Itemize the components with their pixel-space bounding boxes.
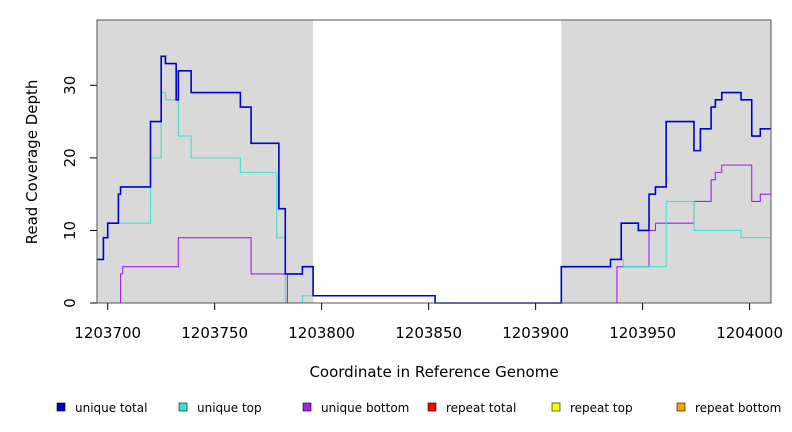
legend-label-repeat-total: repeat total: [446, 401, 516, 415]
legend-swatch-unique-bottom: [302, 402, 312, 412]
legend-label-unique-top: unique top: [197, 401, 262, 415]
x-tick-label: 1203800: [288, 324, 355, 342]
legend-label-unique-bottom: unique bottom: [321, 401, 409, 415]
legend-label-repeat-top: repeat top: [570, 401, 633, 415]
x-axis-title: Coordinate in Reference Genome: [309, 363, 558, 381]
legend-swatch-repeat-top: [551, 402, 561, 412]
legend-swatch-unique-total: [56, 402, 66, 412]
shaded-regions: [97, 20, 771, 303]
plot-frame: [96, 19, 772, 304]
x-axis: 1203700 1203750 1203800 1203850 1203900 12039…: [74, 303, 783, 342]
legend-label-unique-total: unique total: [75, 401, 147, 415]
x-tick-label: 1204000: [716, 324, 783, 342]
legend: unique total unique top unique bottom repea…: [56, 401, 781, 415]
x-tick-label: 1203850: [395, 324, 462, 342]
legend-swatch-repeat-total: [427, 402, 437, 412]
legend-swatch-repeat-bottom: [676, 402, 686, 412]
shaded-region-1: [97, 20, 314, 303]
y-tick-label: 0: [61, 298, 79, 308]
y-tick-label: 20: [61, 148, 79, 167]
y-tick-label: 10: [61, 221, 79, 240]
x-tick-label: 1203950: [609, 324, 676, 342]
y-axis-title: Read Coverage Depth: [23, 80, 41, 245]
x-tick-label: 1203750: [181, 324, 248, 342]
legend-label-repeat-bottom: repeat bottom: [695, 401, 781, 415]
legend-swatch-unique-top: [178, 402, 188, 412]
x-tick-label: 1203900: [502, 324, 569, 342]
y-tick-label: 30: [61, 76, 79, 95]
x-tick-label: 1203700: [74, 324, 141, 342]
y-axis: 0 10 20 30: [61, 76, 97, 308]
series-line-unique-total: [97, 55, 771, 304]
